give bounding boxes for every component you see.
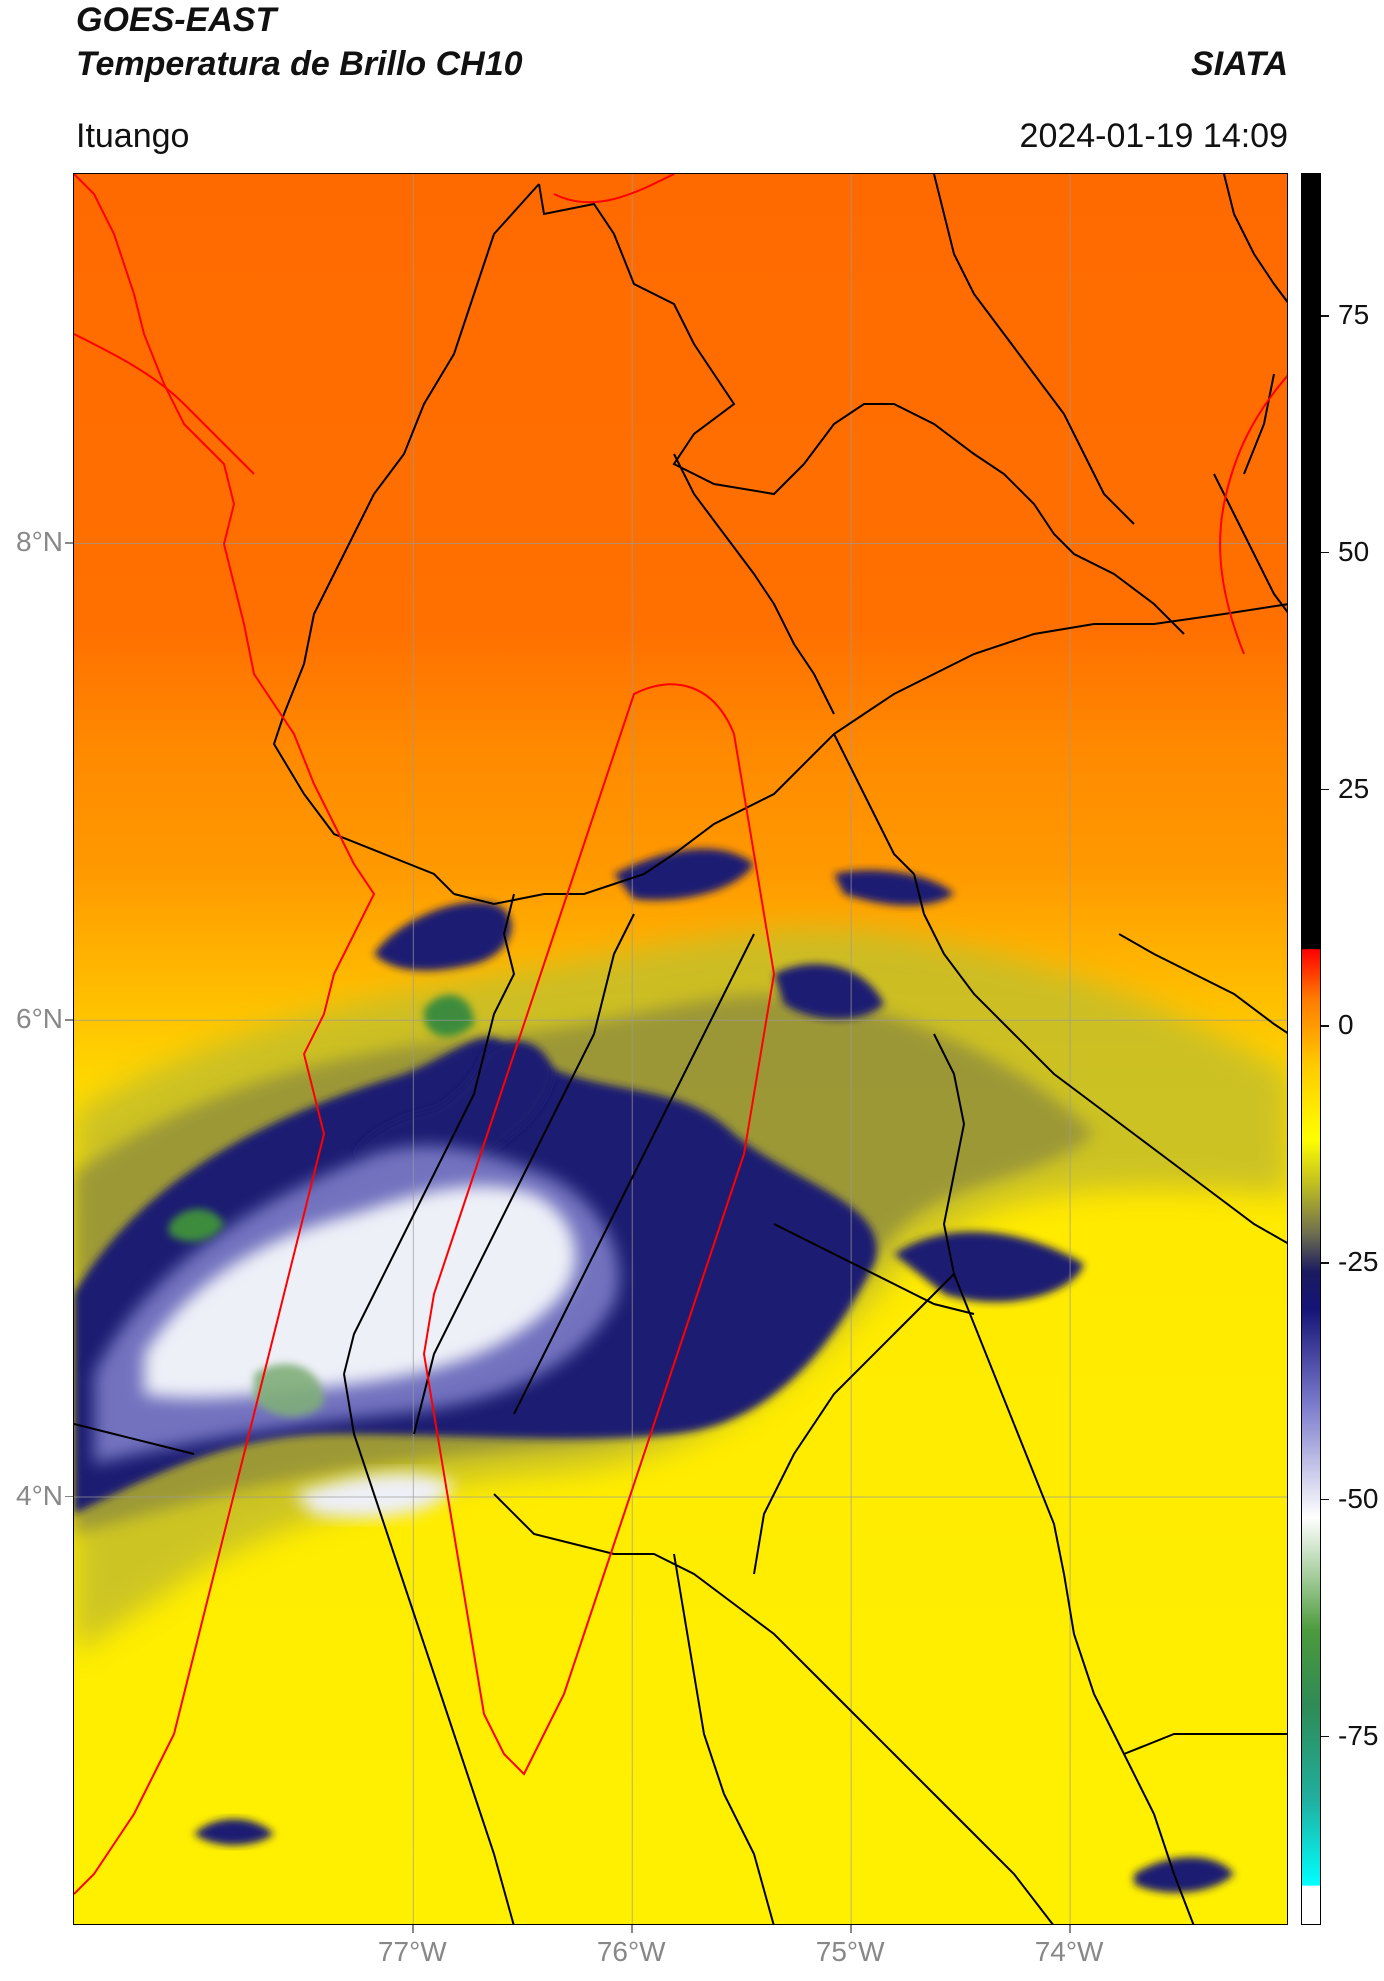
colorbar-tick-mark [1321,1262,1329,1264]
lon-tick-mark [1069,1925,1071,1933]
lat-tick-mark [65,1495,73,1498]
lat-tick-mark [65,1019,73,1021]
colorbar-tick-label: -50 [1338,1482,1379,1514]
colorbar-tick-mark [1321,551,1329,554]
colorbar-tick-label: -25 [1338,1246,1379,1278]
colorbar-tick-mark [1321,1025,1329,1027]
colorbar-tick-label: 25 [1338,772,1370,804]
lon-tick-label: 74°W [1034,1936,1104,1967]
title-line-2: Temperatura de Brillo CH10 [76,45,523,83]
colorbar-tick-label: -75 [1338,1719,1379,1751]
colorbar-tick-mark [1321,1498,1329,1501]
lon-tick-mark [631,1925,633,1933]
lat-tick-mark [65,542,73,544]
lon-tick-label: 77°W [377,1936,447,1967]
lat-tick-label: 4°N [16,1479,63,1511]
colorbar-tick-label: 75 [1338,299,1370,331]
lon-tick-label: 75°W [815,1936,885,1967]
lat-tick-label: 6°N [16,1003,63,1035]
colorbar-tick-mark [1321,315,1329,317]
admin-borders [74,174,1287,1924]
brightness-temperature-field [74,174,1287,1924]
datetime-label: 2024-01-19 14:09 [1019,117,1288,155]
satellite-map [73,173,1288,1925]
location-label: Ituango [76,117,190,155]
lat-tick-label: 8°N [16,526,63,558]
lon-tick-mark [850,1925,852,1933]
colorbar-tick-label: 50 [1338,535,1370,567]
lon-tick-label: 76°W [596,1936,666,1967]
title-line-1: GOES-EAST [76,1,277,39]
coastline-and-basin [74,174,1287,1895]
colorbar [1301,173,1321,1925]
agency-label: SIATA [1191,45,1288,83]
colorbar-tick-label: 0 [1338,1009,1354,1041]
lon-tick-mark [412,1925,414,1933]
gridlines [74,174,1287,1924]
colorbar-tick-mark [1321,788,1329,791]
colorbar-tick-mark [1321,1735,1329,1738]
